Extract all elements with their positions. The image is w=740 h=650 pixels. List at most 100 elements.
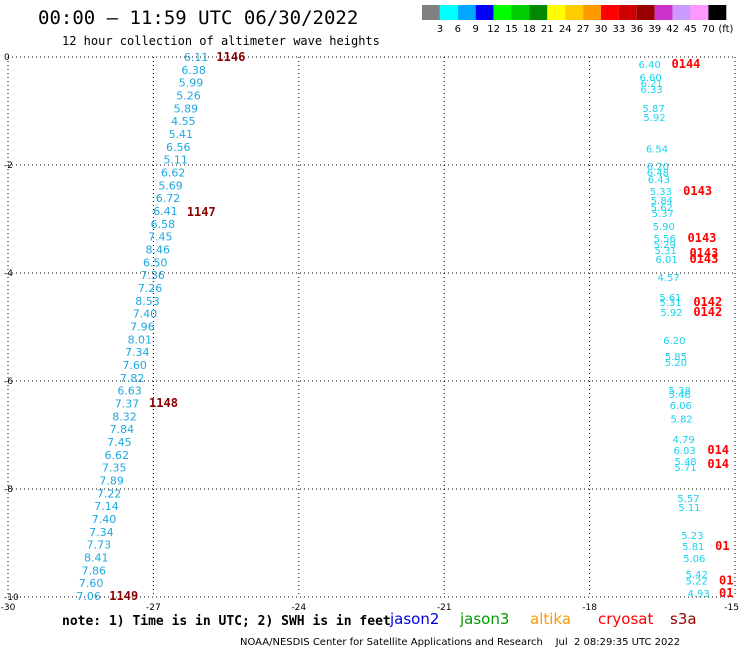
footer-text: NOAA/NESDIS Center for Satellite Applica… xyxy=(240,637,680,648)
wave-height-label: 6.54 xyxy=(646,144,668,155)
colorbar-label: 18 xyxy=(523,24,536,35)
legend-s3a: s3a xyxy=(670,610,697,628)
wave-height-label: 6.20 xyxy=(663,336,685,347)
colorbar-swatch xyxy=(708,5,727,20)
wave-height-label: 7.86 xyxy=(81,564,106,577)
wave-height-label: 7.34 xyxy=(89,526,114,539)
time-label: 014 xyxy=(707,443,729,457)
wave-height-label: 7.73 xyxy=(87,539,112,552)
wave-height-label: 6.63 xyxy=(117,385,142,398)
wave-height-label: 6.20 xyxy=(647,162,669,173)
wave-height-label: 5.90 xyxy=(653,222,675,233)
wave-height-label: 7.40 xyxy=(92,513,117,526)
wave-height-label: 5.42 xyxy=(686,570,708,581)
colorbar-label: 3 xyxy=(437,24,443,35)
wave-height-label: 6.33 xyxy=(640,85,662,96)
colorbar-label: 70 xyxy=(702,24,715,35)
wave-height-label: 7.35 xyxy=(102,462,127,475)
colorbar-label: 42 xyxy=(666,24,679,35)
wave-height-label: 5.92 xyxy=(660,308,682,319)
y-tick-label: -6 xyxy=(4,377,13,387)
wave-height-label: 8.32 xyxy=(112,410,137,423)
colorbar-label: 12 xyxy=(487,24,500,35)
x-tick-label: -21 xyxy=(437,603,452,613)
time-label: 0143 xyxy=(689,252,718,266)
time-label: 0143 xyxy=(688,231,717,245)
wave-height-label: 6.56 xyxy=(166,141,191,154)
wave-height-label: 6.40 xyxy=(639,60,661,71)
chart-subtitle: 12 hour collection of altimeter wave hei… xyxy=(62,34,380,48)
note-text: note: 1) Time is in UTC; 2) SWH is in fe… xyxy=(62,614,391,629)
colorbar-label: 36 xyxy=(630,24,643,35)
wave-height-label: 5.20 xyxy=(665,358,687,369)
x-tick-label: -18 xyxy=(582,603,597,613)
wave-height-label: 6.38 xyxy=(181,64,206,77)
y-tick-label: -4 xyxy=(4,269,13,279)
colorbar-label: 33 xyxy=(613,24,626,35)
wave-height-label: 6.03 xyxy=(673,446,695,457)
wave-height-label: 4.57 xyxy=(657,273,679,284)
wave-height-label: 5.92 xyxy=(643,113,665,124)
wave-height-label: 6.62 xyxy=(105,449,130,462)
colorbar-label: 24 xyxy=(559,24,572,35)
wave-height-label: 6.01 xyxy=(656,255,678,266)
colorbar-swatch xyxy=(511,5,530,20)
wave-height-label: 5.85 xyxy=(665,352,687,363)
time-label: 1147 xyxy=(187,205,216,219)
x-tick-label: -15 xyxy=(724,603,739,613)
time-label: 0143 xyxy=(683,184,712,198)
colorbar-swatch xyxy=(457,5,476,20)
colorbar-label: 30 xyxy=(595,24,608,35)
wave-height-label: 5.41 xyxy=(169,128,194,141)
wave-height-label: 7.26 xyxy=(138,282,163,295)
legend-cryosat: cryosat xyxy=(598,610,653,628)
plot-grid xyxy=(7,56,736,598)
wave-height-label: 5.62 xyxy=(651,203,673,214)
wave-height-label: 5.56 xyxy=(654,234,676,245)
wave-height-label: 5.82 xyxy=(671,414,693,425)
colorbar-swatch xyxy=(493,5,512,20)
wave-height-label: 5.26 xyxy=(176,89,201,102)
colorbar-swatch xyxy=(475,5,494,20)
time-label: 0144 xyxy=(672,57,701,71)
time-label: 1149 xyxy=(109,589,138,603)
colorbar-swatch xyxy=(547,5,566,20)
wave-height-label: 5.81 xyxy=(682,542,704,553)
colorbar-swatch xyxy=(636,5,655,20)
wave-height-label: 5.84 xyxy=(651,196,673,207)
wave-height-label: 5.11 xyxy=(163,154,188,167)
wave-height-label: 5.69 xyxy=(158,179,183,192)
time-label: 0143 xyxy=(689,246,718,260)
wave-height-label: 6.11 xyxy=(184,51,209,64)
time-label: 01 xyxy=(715,539,729,553)
wave-height-label: 6.58 xyxy=(151,218,176,231)
wave-height-label: 8.41 xyxy=(84,551,109,564)
wave-height-label: 5.89 xyxy=(174,102,199,115)
colorbar-label: 27 xyxy=(577,24,590,35)
wave-height-label: 5.57 xyxy=(677,494,699,505)
axis-ticks: 0 -2 -4 -6 -8 -10-30 -27 -24 -21 -18 -15 xyxy=(1,53,739,613)
wave-height-label: 7.22 xyxy=(97,487,122,500)
wave-height-label: 7.60 xyxy=(79,577,104,590)
wave-height-label: 4.79 xyxy=(672,435,694,446)
wave-height-label: 6.50 xyxy=(143,256,168,269)
time-label: 0142 xyxy=(693,305,722,319)
wave-height-label: 5.31 xyxy=(655,246,677,257)
wave-height-label: 5.06 xyxy=(683,554,705,565)
wave-height-label: 6.06 xyxy=(670,401,692,412)
wave-height-label: 5.33 xyxy=(650,187,672,198)
time-label: 014 xyxy=(707,457,729,471)
colorbar-swatch xyxy=(654,5,673,20)
x-tick-label: -27 xyxy=(146,603,161,613)
legend-jason2: jason2 xyxy=(389,610,439,628)
colorbar-label: 45 xyxy=(684,24,697,35)
wave-height-label: 5.22 xyxy=(686,576,708,587)
wave-height-label: 7.40 xyxy=(133,308,158,321)
legend-altika: altika xyxy=(530,610,571,628)
wave-height-label: 8.01 xyxy=(128,333,153,346)
wave-height-label: 7.96 xyxy=(130,320,155,333)
wave-height-label: 7.89 xyxy=(99,474,124,487)
time-label: 1148 xyxy=(149,396,178,410)
wave-height-label: 5.99 xyxy=(179,77,204,90)
colorbar-swatch xyxy=(529,5,548,20)
